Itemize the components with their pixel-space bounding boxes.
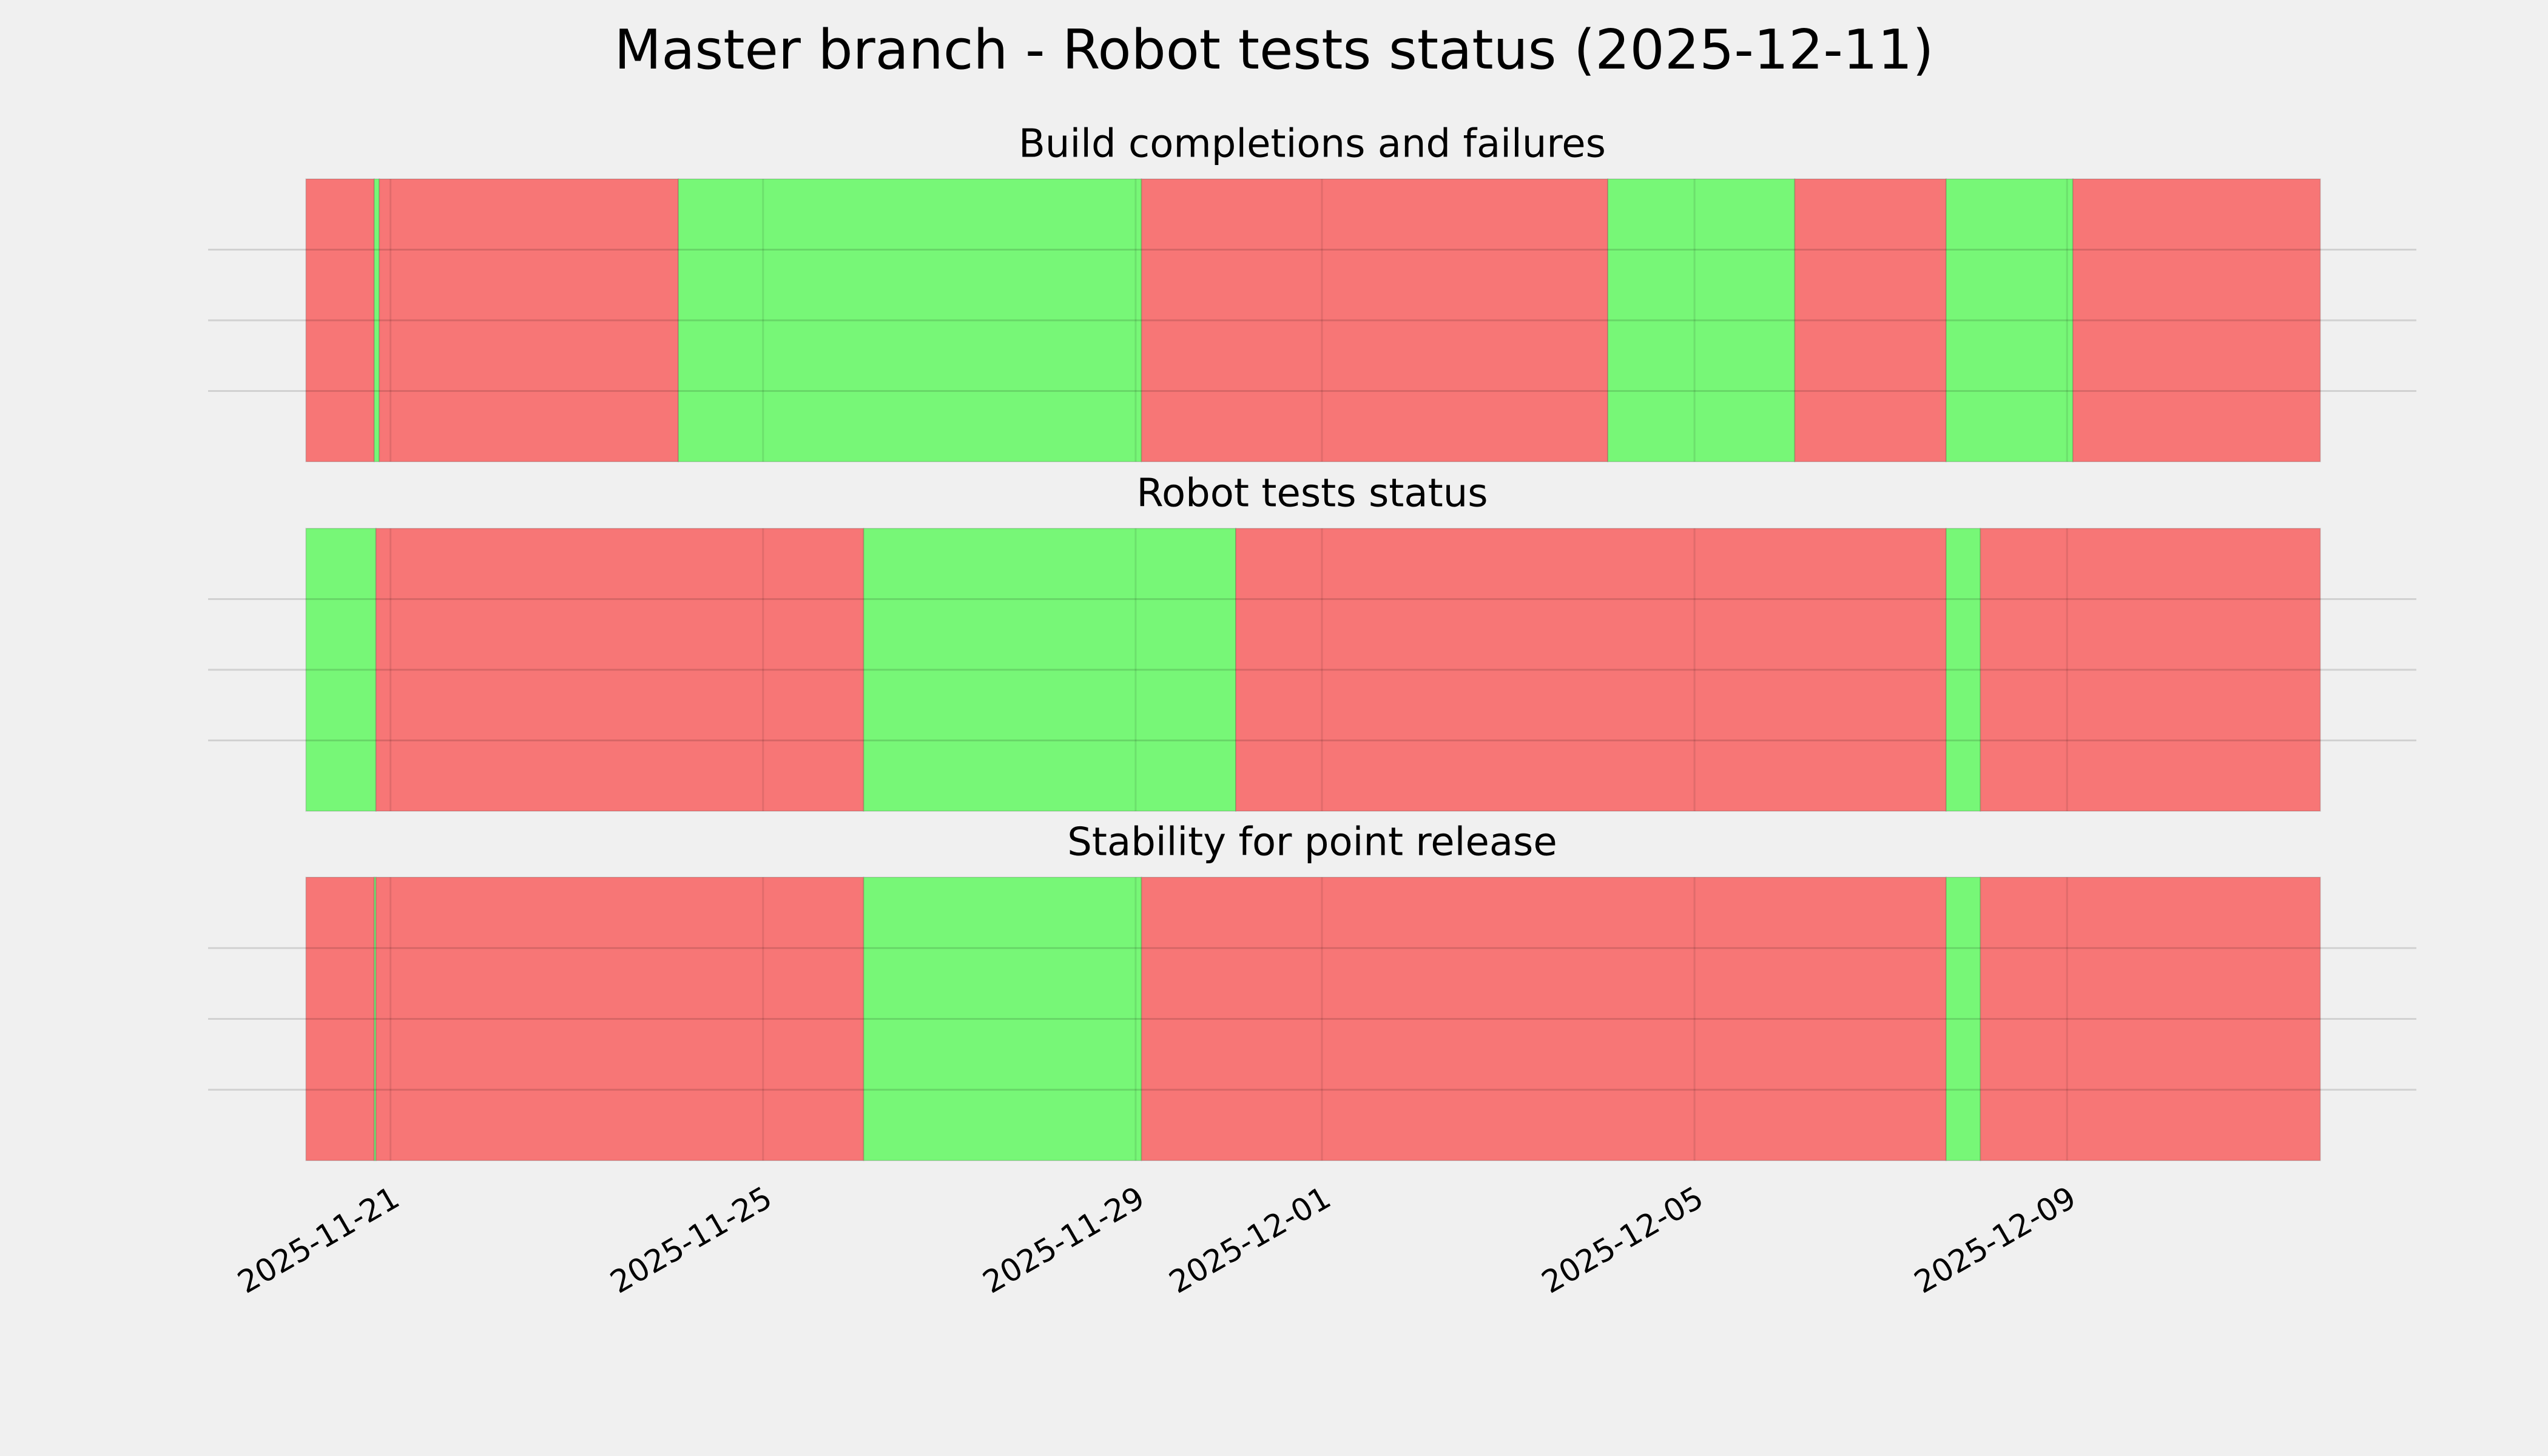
status-span: [863, 528, 1236, 812]
status-span: [1141, 178, 1609, 462]
status-span: [2072, 178, 2321, 462]
status-span: [1607, 178, 1796, 462]
status-span: [1945, 178, 2074, 462]
figure-title: Master branch - Robot tests status (2025…: [615, 18, 1934, 82]
status-span: [305, 528, 377, 812]
status-span: [375, 528, 864, 812]
status-span: [1235, 528, 1947, 812]
status-span: [1980, 877, 2321, 1161]
status-span: [375, 877, 864, 1161]
status-span: [1945, 877, 1981, 1161]
status-span: [305, 178, 375, 462]
panel-title: Stability for point release: [1067, 820, 1557, 865]
status-span: [1945, 528, 1981, 812]
status-span: [1794, 178, 1947, 462]
status-span: [863, 877, 1142, 1161]
status-span: [678, 178, 1142, 462]
status-span: [305, 877, 375, 1161]
panel-title: Build completions and failures: [1019, 122, 1606, 167]
panel-title: Robot tests status: [1136, 471, 1488, 516]
status-span: [1141, 877, 1947, 1161]
status-span: [373, 877, 377, 1161]
status-span: [1980, 528, 2321, 812]
